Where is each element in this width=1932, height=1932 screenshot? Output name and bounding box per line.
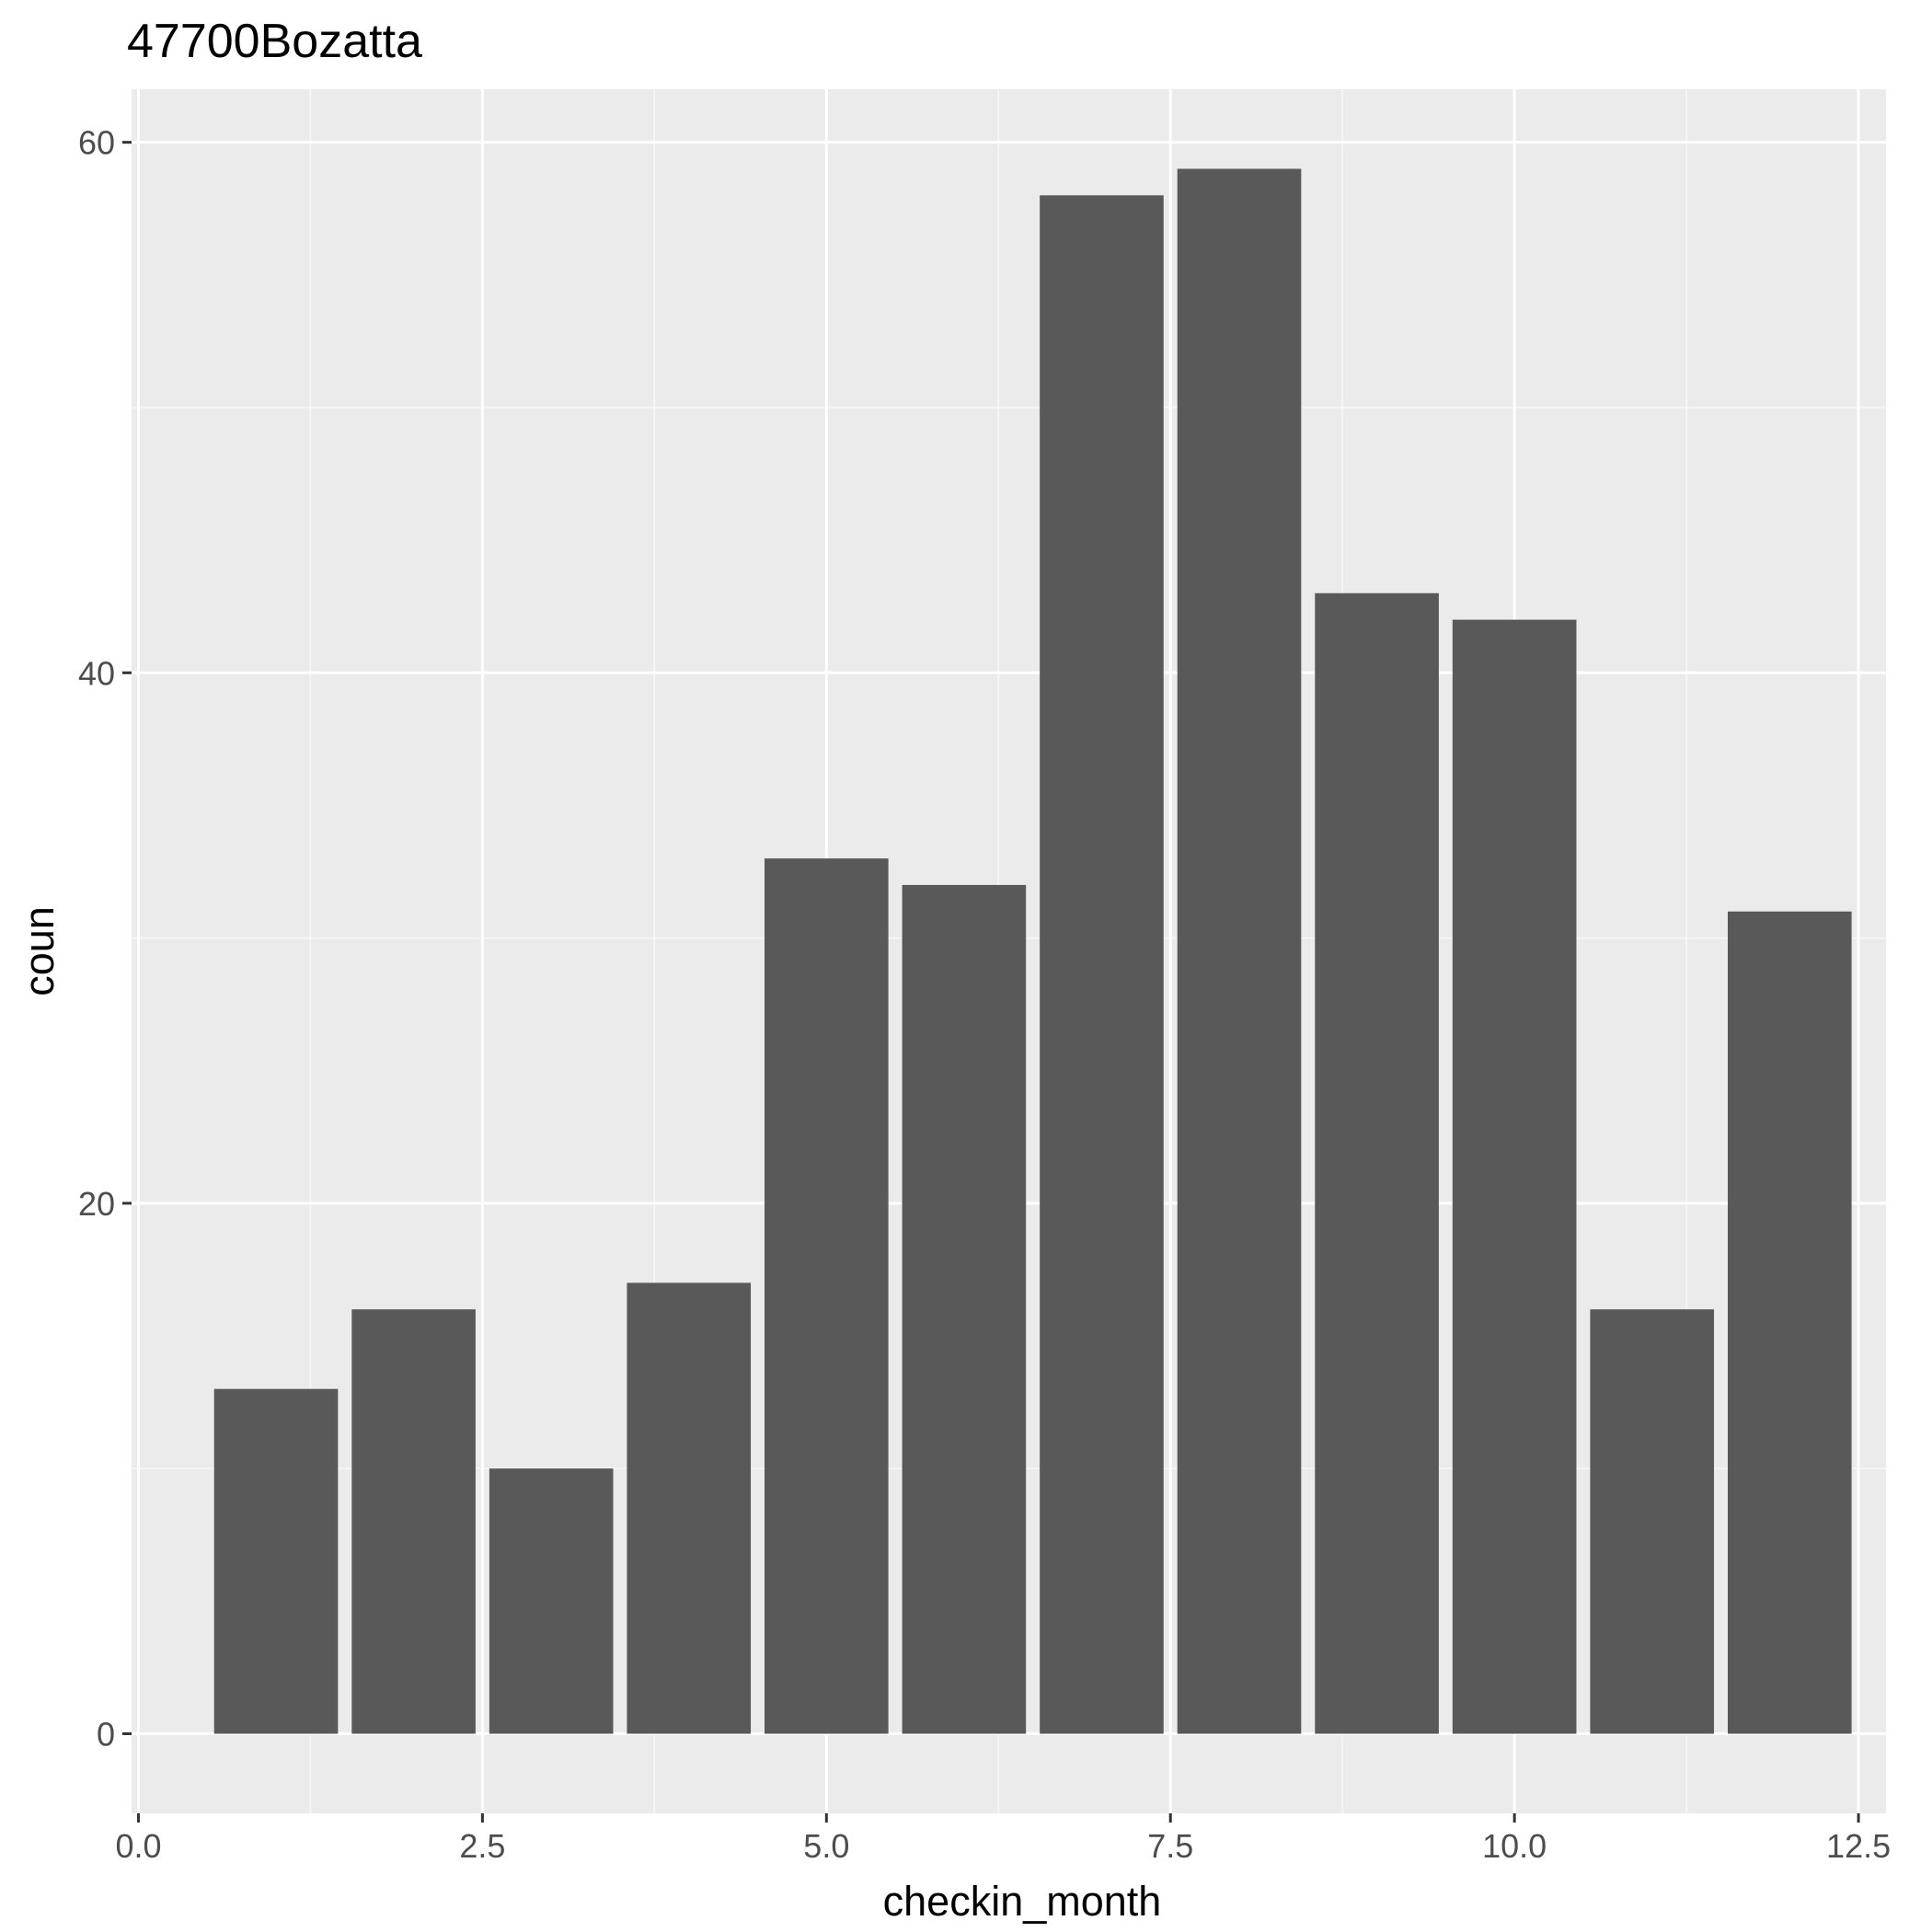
x-tick-label: 0.0 xyxy=(115,1827,161,1865)
x-tick-label: 5.0 xyxy=(803,1827,849,1865)
y-tick-label: 40 xyxy=(78,654,115,692)
x-tick-label: 2.5 xyxy=(459,1827,505,1865)
bar-month-6 xyxy=(902,884,1027,1734)
bar-month-4 xyxy=(627,1282,752,1734)
bars-group xyxy=(213,168,1852,1734)
x-tick-label: 12.5 xyxy=(1826,1827,1891,1865)
bar-month-3 xyxy=(489,1468,614,1734)
bar-month-11 xyxy=(1590,1309,1715,1734)
axis-ticks xyxy=(122,141,1860,1823)
bar-month-8 xyxy=(1177,168,1302,1734)
chart-title: 47700Bozatta xyxy=(127,15,422,68)
y-tick-label: 20 xyxy=(78,1185,115,1223)
bar-month-12 xyxy=(1727,911,1852,1734)
y-tick-label: 0 xyxy=(97,1716,115,1754)
x-axis-title: checkin_month xyxy=(883,1878,1162,1925)
y-axis-title: coun xyxy=(16,906,63,996)
bar-month-2 xyxy=(351,1309,476,1734)
x-tick-label: 7.5 xyxy=(1147,1827,1193,1865)
bar-month-10 xyxy=(1452,619,1577,1734)
bar-month-9 xyxy=(1315,592,1439,1734)
tick-labels: 0.0 2.5 5.0 7.5 10.0 12.5 0 20 40 60 xyxy=(78,124,1891,1865)
x-tick-label: 10.0 xyxy=(1482,1827,1547,1865)
bar-month-7 xyxy=(1040,195,1164,1734)
y-tick-label: 60 xyxy=(78,124,115,162)
bar-month-5 xyxy=(765,858,889,1734)
bar-month-1 xyxy=(213,1388,339,1734)
